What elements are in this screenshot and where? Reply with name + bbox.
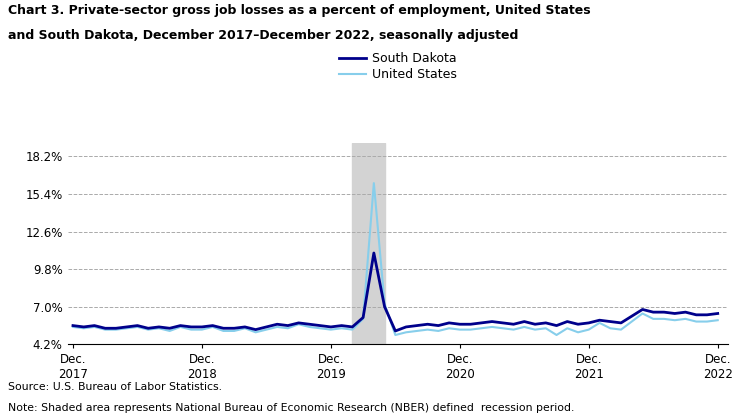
Text: and South Dakota, December 2017–December 2022, seasonally adjusted: and South Dakota, December 2017–December… <box>8 29 518 42</box>
Legend: South Dakota, United States: South Dakota, United States <box>339 52 457 81</box>
Text: Note: Shaded area represents National Bureau of Economic Research (NBER) defined: Note: Shaded area represents National Bu… <box>8 403 574 413</box>
Bar <box>352 143 385 344</box>
Text: Source: U.S. Bureau of Labor Statistics.: Source: U.S. Bureau of Labor Statistics. <box>8 382 222 392</box>
Text: Chart 3. Private-sector gross job losses as a percent of employment, United Stat: Chart 3. Private-sector gross job losses… <box>8 4 590 17</box>
